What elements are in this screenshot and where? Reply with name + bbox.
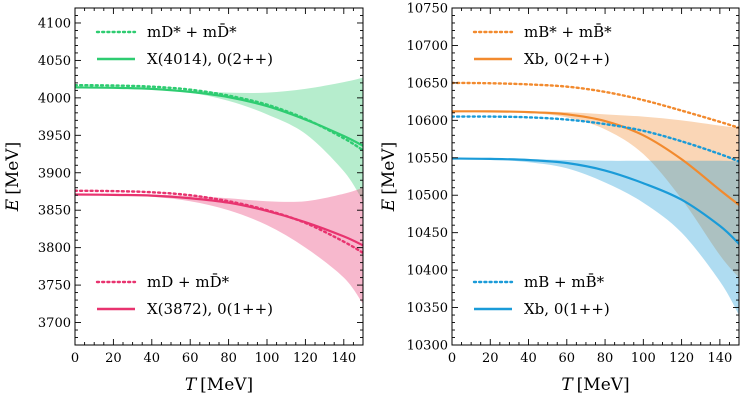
y-tick-label: 3800	[38, 241, 71, 256]
legend-top-left: mB* + mB̄* Xb, 0(2++)	[472, 23, 612, 68]
legend-label: mB + mB̄*	[524, 273, 605, 291]
error-band	[452, 110, 739, 278]
x-axis-label: T [MeV]	[561, 375, 629, 395]
state-line	[75, 86, 363, 147]
state-line	[452, 110, 739, 206]
y-tick-label: 10550	[407, 151, 448, 166]
x-tick-label: 0	[71, 351, 79, 366]
y-tick-label: 10600	[407, 114, 448, 129]
legend-label: X(4014), 0(2++)	[147, 50, 273, 68]
y-tick-label: 10350	[407, 301, 448, 316]
x-tick-label: 20	[105, 351, 122, 366]
state-line	[452, 157, 739, 245]
y-axis-label: E[MeV]	[3, 142, 23, 212]
x-tick-label: 120	[669, 351, 694, 366]
plot-area	[452, 81, 739, 316]
x-tick-label: 100	[255, 351, 280, 366]
threshold-line	[452, 81, 739, 130]
error-band	[75, 77, 363, 202]
y-tick-label: 10750	[407, 2, 448, 17]
legend-label: X(3872), 0(1++)	[147, 300, 273, 318]
x-tick-label: 120	[293, 351, 318, 366]
legend-top-left: mD* + mD̄* X(4014), 0(2++)	[95, 23, 273, 68]
left-panel-charm: 0 20 40 60 80 100 120 140 3700 3750 3800 3850 3900 39…	[3, 7, 364, 395]
threshold-line	[75, 83, 363, 152]
y-tick-label: 4100	[38, 16, 71, 31]
legend-label: mD* + mD̄*	[147, 23, 237, 41]
legend-label: mD + mD̄*	[147, 273, 230, 291]
legend-bottom-left: mD + mD̄* X(3872), 0(1++)	[95, 273, 273, 318]
y-tick-label: 3850	[38, 204, 71, 219]
x-tick-label: 60	[182, 351, 199, 366]
legend-bottom-left: mB + mB̄* Xb, 0(1++)	[472, 273, 610, 318]
x-tick-label: 40	[520, 351, 537, 366]
x-tick-label: 80	[220, 351, 237, 366]
x-tick-label: 20	[482, 351, 499, 366]
y-tick-label: 3900	[38, 166, 71, 181]
y-tick-label: 10500	[407, 189, 448, 204]
x-tick-label: 60	[559, 351, 576, 366]
legend-label: Xb, 0(2++)	[524, 50, 610, 68]
x-tick-label: 40	[144, 351, 161, 366]
y-axis-label: E[MeV]	[379, 142, 399, 212]
state-line	[75, 193, 363, 247]
x-tick-label: 140	[707, 351, 732, 366]
y-tick-label: 4000	[38, 91, 71, 106]
x-tick-label: 80	[597, 351, 614, 366]
right-panel-bottom: 0 20 40 60 80 100 120 140 10300 10350 10400 10450 10…	[379, 2, 740, 395]
x-tick-label: 140	[331, 351, 356, 366]
y-tick-label: 3700	[38, 316, 71, 331]
x-axis-label: T [MeV]	[185, 375, 253, 395]
y-tick-label: 4050	[38, 54, 71, 69]
y-tick-label: 10400	[407, 264, 448, 279]
error-band	[452, 157, 739, 316]
x-tick-label: 100	[631, 351, 656, 366]
x-tick-label: 0	[448, 351, 456, 366]
y-tick-label: 3750	[38, 279, 71, 294]
legend-label: Xb, 0(1++)	[524, 300, 610, 318]
threshold-line	[75, 189, 363, 255]
plot-area	[75, 77, 363, 304]
threshold-line	[452, 115, 739, 163]
y-tick-label: 10300	[407, 339, 448, 354]
y-tick-label: 10650	[407, 76, 448, 91]
y-tick-label: 10450	[407, 226, 448, 241]
y-tick-label: 3950	[38, 129, 71, 144]
y-tick-label: 10700	[407, 39, 448, 54]
legend-label: mB* + mB̄*	[524, 23, 612, 41]
